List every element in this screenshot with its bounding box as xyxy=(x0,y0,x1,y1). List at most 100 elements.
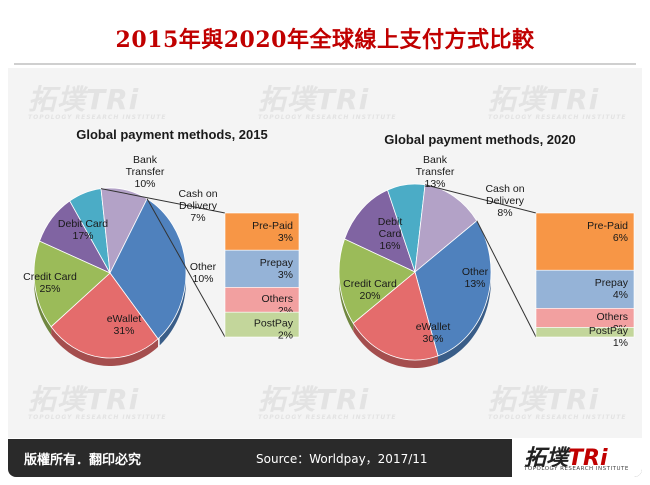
breakdown-label-line: Others xyxy=(261,293,293,305)
breakdown-label-line: PostPay xyxy=(254,318,294,330)
slice-label-line: Bank xyxy=(133,154,158,166)
breakdown-prepay xyxy=(224,249,300,288)
slice-label-line: 16% xyxy=(379,240,400,252)
slice-label: Bank Transfer 10% xyxy=(126,154,165,190)
breakdown-label-line: Others xyxy=(596,311,628,323)
slice-label-line: Delivery xyxy=(179,200,218,212)
slice-label-line: Delivery xyxy=(486,195,525,207)
title-bar xyxy=(8,8,642,70)
slice-label-line: Other xyxy=(190,261,217,273)
slice-label-line: 20% xyxy=(359,290,380,302)
slice-side xyxy=(353,323,438,368)
slice-side xyxy=(159,268,186,346)
logo-subtext: TOPOLOGY RESEARCH INSTITUTE xyxy=(524,466,629,472)
breakdown-label-line: PostPay xyxy=(589,325,629,337)
slice-label-line: eWallet xyxy=(416,321,451,333)
slice-label-line: 10% xyxy=(134,178,155,190)
slice-label-line: 13% xyxy=(464,278,485,290)
breakdown-label-line: 1% xyxy=(613,337,628,349)
slice-label-line: 13% xyxy=(424,178,445,190)
slice-side xyxy=(51,326,159,366)
chart-title: Global payment methods, 2020 xyxy=(384,132,575,147)
breakdown-label: PostPay 2% xyxy=(254,318,294,342)
slice-side xyxy=(437,269,491,364)
breakdown-others xyxy=(224,287,300,313)
source-text: Source：Worldpay，2017/11 xyxy=(256,452,428,466)
slice-label: Other 10% xyxy=(190,261,217,285)
slice-label-line: Cash on xyxy=(178,188,217,200)
breakdown-prepay xyxy=(535,269,635,309)
slice-label-line: Card xyxy=(379,228,402,240)
slice-side xyxy=(34,268,52,335)
slice-label-line: Credit Card xyxy=(23,271,77,283)
logo-text-b: TRi xyxy=(568,446,608,471)
breakdown-postpay xyxy=(224,311,300,338)
slice-side xyxy=(339,268,354,332)
title-divider xyxy=(14,63,636,65)
breakdown-pre-paid xyxy=(224,212,300,251)
footer-bar: 版權所有．翻印必究 Source：Worldpay，2017/11 拓墣TRi … xyxy=(8,439,642,477)
slice-label-line: 17% xyxy=(72,230,93,242)
slice-credit-card xyxy=(352,271,439,361)
slice-label-line: 25% xyxy=(39,283,60,295)
breakdown-label: PostPay 1% xyxy=(589,325,629,349)
slice-credit-card xyxy=(50,272,159,359)
slice-label: Cash on Delivery 8% xyxy=(485,183,524,219)
slice-label-line: Debit Card xyxy=(58,218,108,230)
slice-label: Debit Card 17% xyxy=(58,218,108,242)
page-title: 2015年與2020年全球線上支付方式比較 xyxy=(115,27,535,53)
breakdown-postpay xyxy=(535,327,635,338)
connector-line xyxy=(100,188,226,214)
breakdown-label: Prepay 4% xyxy=(595,277,629,301)
connector-line xyxy=(146,198,226,338)
pie-depth xyxy=(339,268,491,368)
slice-label: eWallet 30% xyxy=(416,321,451,345)
chart-title: Global payment methods, 2015 xyxy=(76,127,267,142)
slice-label: Debit Card 16% xyxy=(378,216,403,252)
slice-debit-card xyxy=(338,238,416,324)
connector-line xyxy=(424,184,537,214)
slice-bank-transfer xyxy=(344,189,416,273)
breakdown-label: Pre-Paid 6% xyxy=(587,220,628,244)
slice-label-line: Transfer xyxy=(416,166,455,178)
logo-text-a: 拓墣 xyxy=(524,446,569,471)
slice-label: Other 13% xyxy=(462,266,489,290)
slice-label: Bank Transfer 13% xyxy=(416,154,455,190)
slice-label: eWallet 31% xyxy=(107,313,142,337)
breakdown-pre-paid xyxy=(535,212,635,271)
breakdown-label-line: Pre-Paid xyxy=(252,220,293,232)
slice-label-line: eWallet xyxy=(107,313,142,325)
breakdown-label-line: Prepay xyxy=(260,257,294,269)
logo-text: 拓墣TRi xyxy=(524,440,608,472)
slice-label-line: 31% xyxy=(113,325,134,337)
slice-label-line: 10% xyxy=(192,273,213,285)
breakdown-label-line: Pre-Paid xyxy=(587,220,628,232)
slice-label-line: Transfer xyxy=(126,166,165,178)
slice-label-line: 8% xyxy=(497,207,512,219)
slice-label-line: 7% xyxy=(190,212,205,224)
breakdown-label-line: 3% xyxy=(278,269,293,281)
connector-line xyxy=(476,220,537,338)
slice-label: Credit Card 20% xyxy=(343,278,397,302)
slice-label: Cash on Delivery 7% xyxy=(178,188,217,224)
pie-depth xyxy=(34,268,186,366)
slice-label-line: Cash on xyxy=(485,183,524,195)
slice-label-line: Debit xyxy=(378,216,403,228)
logo: 拓墣TRi TOPOLOGY RESEARCH INSTITUTE xyxy=(512,439,642,477)
breakdown-label-line: 3% xyxy=(278,232,293,244)
slice-debit-card xyxy=(33,240,111,328)
breakdown-label: Pre-Paid 3% xyxy=(252,220,293,244)
breakdown-label-line: 4% xyxy=(613,289,628,301)
breakdown-label-line: Prepay xyxy=(595,277,629,289)
slice-label-line: Bank xyxy=(423,154,448,166)
breakdown-label-line: 2% xyxy=(278,330,293,342)
slice-label-line: Other xyxy=(462,266,489,278)
breakdown-label-line: 6% xyxy=(613,232,628,244)
slice-label: Credit Card 25% xyxy=(23,271,77,295)
breakdown-label: Prepay 3% xyxy=(260,257,294,281)
copyright-text: 版權所有．翻印必究 xyxy=(24,453,142,468)
